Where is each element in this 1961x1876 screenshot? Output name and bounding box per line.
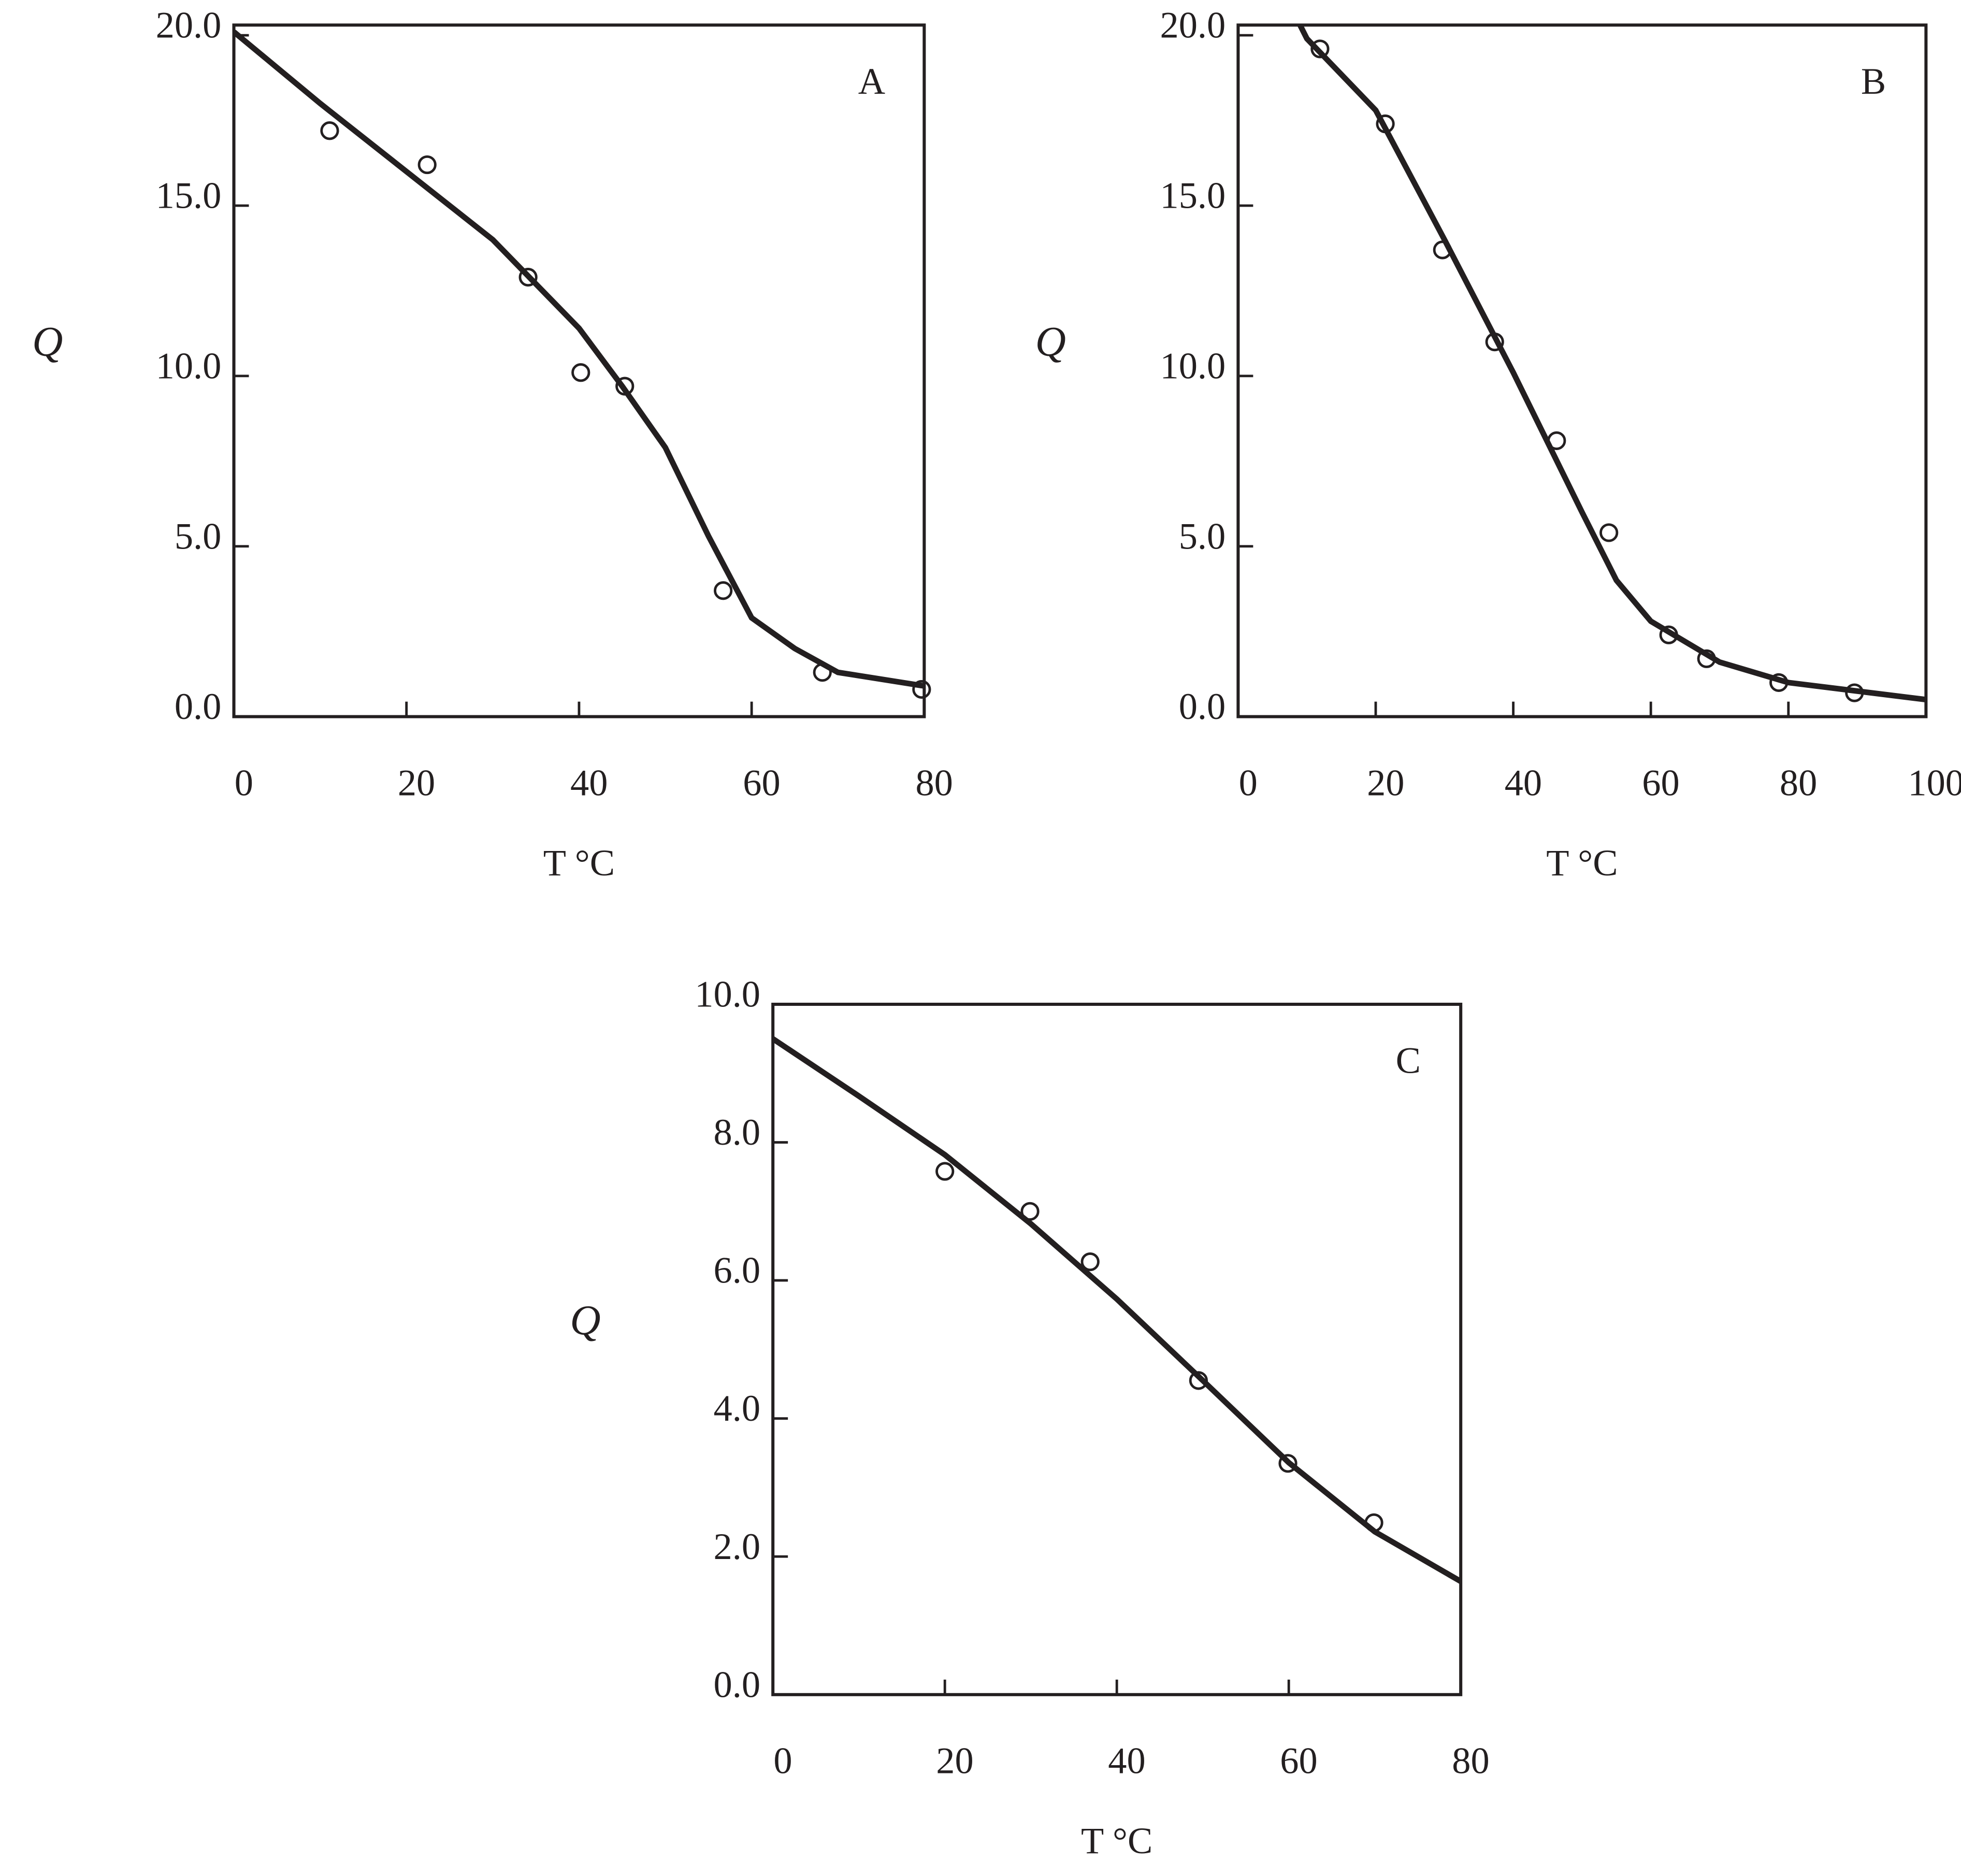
x-tick-label: 40	[1108, 1740, 1145, 1782]
y-tick-label: 0.0	[1179, 685, 1226, 727]
y-tick-label: 5.0	[1179, 515, 1226, 557]
y-axis-label: Q	[570, 1296, 600, 1344]
x-tick-label: 60	[1280, 1740, 1317, 1782]
y-tick-label: 6.0	[714, 1249, 761, 1291]
y-axis-label: Q	[1035, 318, 1066, 365]
x-tick-label: 0	[235, 761, 253, 803]
data-point	[571, 363, 590, 382]
panel-label: A	[858, 60, 885, 102]
plot-frame	[232, 23, 926, 718]
panel: 0.0 5.0 10.0 15.0 20.0 0 20 40 60 80 A Q T °C	[32, 4, 953, 884]
y-tick-label: 5.0	[175, 515, 222, 557]
panel: 0.0 5.0 10.0 15.0 20.0 0 20 40 60 80 100 B Q T °C	[1035, 4, 1961, 884]
fit-line	[773, 1036, 1461, 1584]
x-tick-label: 20	[1367, 761, 1404, 803]
x-tick-label: 100	[1908, 761, 1961, 803]
x-axis-label: T °C	[543, 842, 615, 884]
x-tick-label: 60	[743, 761, 780, 803]
plot-frame	[1236, 23, 1928, 718]
y-tick-label: 10.0	[695, 973, 760, 1015]
panel-label: B	[1861, 60, 1886, 102]
panel: 0.0 2.0 4.0 6.0 8.0 10.0 0 20 40 60 80 C Q T °C	[570, 973, 1489, 1862]
y-tick-label: 2.0	[714, 1525, 761, 1567]
data-point	[320, 121, 339, 140]
y-tick-label: 0.0	[714, 1663, 761, 1705]
data-point	[417, 155, 437, 175]
data-point	[1278, 1454, 1297, 1473]
x-tick-label: 80	[1780, 761, 1817, 803]
panel-label: C	[1396, 1039, 1421, 1081]
data-point	[714, 581, 733, 600]
y-tick-label: 8.0	[714, 1111, 761, 1153]
y-tick-label: 4.0	[714, 1387, 761, 1429]
x-tick-label: 20	[936, 1740, 973, 1782]
data-point	[1599, 523, 1619, 542]
x-tick-label: 80	[1452, 1740, 1489, 1782]
x-tick-label: 40	[570, 761, 608, 803]
y-tick-label: 20.0	[1160, 4, 1226, 46]
y-tick-label: 15.0	[156, 175, 222, 217]
x-tick-label: 80	[915, 761, 953, 803]
data-point	[935, 1162, 955, 1181]
data-point	[518, 268, 538, 287]
x-tick-label: 60	[1642, 761, 1679, 803]
data-point	[1310, 39, 1330, 59]
plot-frame	[771, 1002, 1463, 1696]
y-tick-label: 20.0	[156, 4, 222, 46]
fit-line	[234, 30, 925, 689]
x-tick-label: 0	[773, 1740, 792, 1782]
y-tick-label: 15.0	[1160, 175, 1226, 217]
fit-line	[1296, 25, 1926, 703]
y-tick-label: 10.0	[1160, 344, 1226, 386]
x-axis-label: T °C	[1546, 842, 1618, 884]
y-tick-label: 10.0	[156, 344, 222, 386]
y-axis-label: Q	[32, 318, 63, 365]
x-tick-label: 20	[398, 761, 435, 803]
x-tick-label: 40	[1505, 761, 1542, 803]
data-point	[912, 680, 931, 699]
x-tick-label: 0	[1239, 761, 1258, 803]
x-axis-label: T °C	[1081, 1820, 1152, 1861]
data-point	[1080, 1252, 1100, 1272]
y-tick-label: 0.0	[175, 685, 222, 727]
